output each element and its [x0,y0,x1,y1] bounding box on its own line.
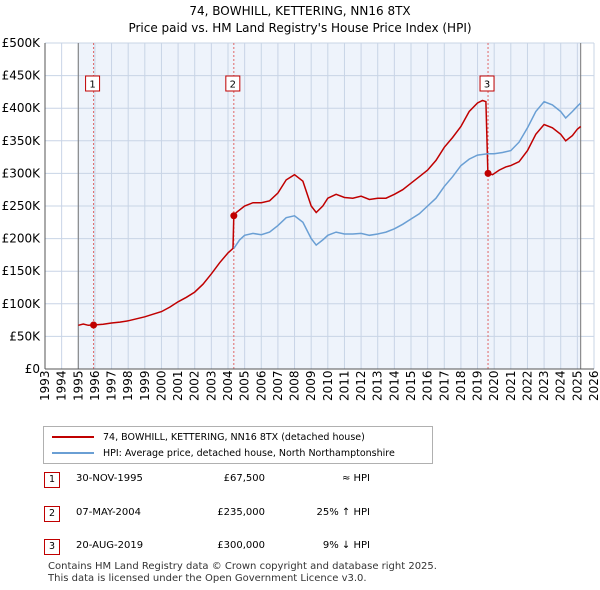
x-tick-label: 2007 [271,370,285,401]
x-tick-label: 2002 [188,370,202,401]
transaction-hpi: 9% ↓ HPI [322,540,370,551]
legend-item-hpi: HPI: Average price, detached house, Nort… [52,445,395,461]
x-tick-label: 2014 [387,370,401,401]
y-tick-label: £350K [2,134,42,148]
table-row: 3 20-AUG-2019 £300,000 9% ↓ HPI [0,537,600,557]
sale-3-label: 3 [484,80,490,91]
x-tick-label: 2004 [221,370,235,401]
transaction-date: 20-AUG-2019 [76,540,144,551]
y-tick-label: £100K [2,297,42,311]
legend-label-hpi: HPI: Average price, detached house, Nort… [103,447,395,459]
transaction-price: £67,500 [223,473,265,484]
x-tick-label: 2017 [437,370,451,401]
x-tick-label: 2010 [321,370,335,401]
y-tick-label: £400K [2,101,42,115]
x-tick-label: 2020 [487,370,501,401]
x-tick-label: 2023 [537,370,551,401]
x-tick-label: 1996 [88,370,102,401]
x-tick-label: 2024 [554,370,568,401]
x-tick-label: 1997 [105,370,119,401]
x-tick-label: 2018 [454,370,468,401]
y-tick-label: £300K [2,166,42,180]
x-tick-label: 2001 [171,370,185,401]
x-tick-label: 2000 [154,370,168,401]
transaction-number: 1 [44,472,60,488]
footer-copyright: Contains HM Land Registry data © Crown c… [48,561,437,572]
x-tick-label: 2011 [337,370,351,401]
x-tick-label: 2021 [504,370,518,401]
y-tick-label: £50K [9,329,41,343]
x-tick-label: 2006 [254,370,268,401]
x-tick-label: 2009 [304,370,318,401]
transaction-hpi: ≈ HPI [341,473,370,484]
transaction-hpi: 25% ↑ HPI [316,507,370,518]
x-tick-label: 2025 [570,370,584,401]
transaction-price: £300,000 [217,540,265,551]
x-tick-label: 2008 [288,370,302,401]
y-tick-label: £150K [2,264,42,278]
sale-1-point [90,321,98,329]
y-tick-label: £500K [2,36,42,50]
y-tick-label: £250K [2,199,42,213]
x-tick-label: 2012 [354,370,368,401]
transaction-date: 07-MAY-2004 [76,507,142,518]
x-tick-label: 1995 [71,370,85,401]
table-row: 1 30-NOV-1995 £67,500 ≈ HPI [0,470,600,490]
sale-3-point [484,169,492,177]
x-tick-label: 1994 [55,370,69,401]
transaction-number: 2 [44,506,60,522]
legend: 74, BOWHILL, KETTERING, NN16 8TX (detach… [43,426,433,464]
sale-2-point [230,212,238,220]
legend-item-property: 74, BOWHILL, KETTERING, NN16 8TX (detach… [52,429,365,445]
x-tick-label: 1999 [138,370,152,401]
legend-swatch-hpi [52,452,94,454]
x-tick-label: 2026 [587,370,600,401]
sale-2-label: 2 [230,80,236,91]
series-line-property [78,99,582,327]
x-tick-label: 1993 [38,370,52,401]
price-chart: 1 2 3 £0 £50K £100K £150K £200K £250K £300K £350K £… [2,36,600,401]
y-tick-label: £0 [25,362,40,376]
footer-license: This data is licensed under the Open Gov… [48,573,367,584]
transaction-price: £235,000 [217,507,265,518]
y-tick-label: £450K [2,69,42,83]
x-tick-label: 2013 [371,370,385,401]
series-line-hpi [233,100,582,249]
sale-1-box [85,75,101,92]
x-tick-label: 2005 [238,370,252,401]
y-tick-label: £200K [2,232,42,246]
sale-1-label: 1 [89,80,95,91]
chart-subtitle: Price paid vs. HM Land Registry's House … [128,21,472,35]
transaction-number: 3 [44,539,60,555]
legend-swatch-property [52,436,94,438]
legend-label-property: 74, BOWHILL, KETTERING, NN16 8TX (detach… [103,431,365,443]
x-tick-label: 2015 [404,370,418,401]
x-tick-label: 1998 [121,370,135,401]
sale-2-box [225,75,241,92]
x-tick-label: 2003 [204,370,218,401]
transaction-date: 30-NOV-1995 [76,473,143,484]
sale-3-box [479,75,495,92]
x-tick-label: 2022 [520,370,534,401]
x-tick-label: 2019 [471,370,485,401]
x-tick-label: 2016 [421,370,435,401]
table-row: 2 07-MAY-2004 £235,000 25% ↑ HPI [0,504,600,524]
chart-title: 74, BOWHILL, KETTERING, NN16 8TX [189,4,411,18]
